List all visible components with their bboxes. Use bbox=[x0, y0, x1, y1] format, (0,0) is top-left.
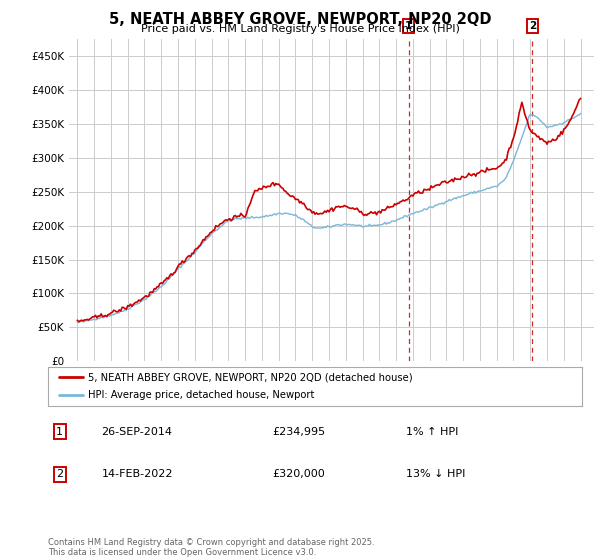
Text: 14-FEB-2022: 14-FEB-2022 bbox=[101, 469, 173, 479]
Text: 13% ↓ HPI: 13% ↓ HPI bbox=[406, 469, 465, 479]
Text: 5, NEATH ABBEY GROVE, NEWPORT, NP20 2QD: 5, NEATH ABBEY GROVE, NEWPORT, NP20 2QD bbox=[109, 12, 491, 27]
Text: 2: 2 bbox=[529, 21, 536, 31]
Text: Contains HM Land Registry data © Crown copyright and database right 2025.
This d: Contains HM Land Registry data © Crown c… bbox=[48, 538, 374, 557]
Text: 26-SEP-2014: 26-SEP-2014 bbox=[101, 427, 172, 437]
Text: 5, NEATH ABBEY GROVE, NEWPORT, NP20 2QD (detached house): 5, NEATH ABBEY GROVE, NEWPORT, NP20 2QD … bbox=[88, 372, 413, 382]
Text: 2: 2 bbox=[56, 469, 64, 479]
Text: 1: 1 bbox=[56, 427, 63, 437]
Text: Price paid vs. HM Land Registry's House Price Index (HPI): Price paid vs. HM Land Registry's House … bbox=[140, 24, 460, 34]
Text: £320,000: £320,000 bbox=[272, 469, 325, 479]
Text: £234,995: £234,995 bbox=[272, 427, 325, 437]
Text: 1% ↑ HPI: 1% ↑ HPI bbox=[406, 427, 458, 437]
Text: 1: 1 bbox=[405, 21, 412, 31]
Text: HPI: Average price, detached house, Newport: HPI: Average price, detached house, Newp… bbox=[88, 390, 314, 400]
